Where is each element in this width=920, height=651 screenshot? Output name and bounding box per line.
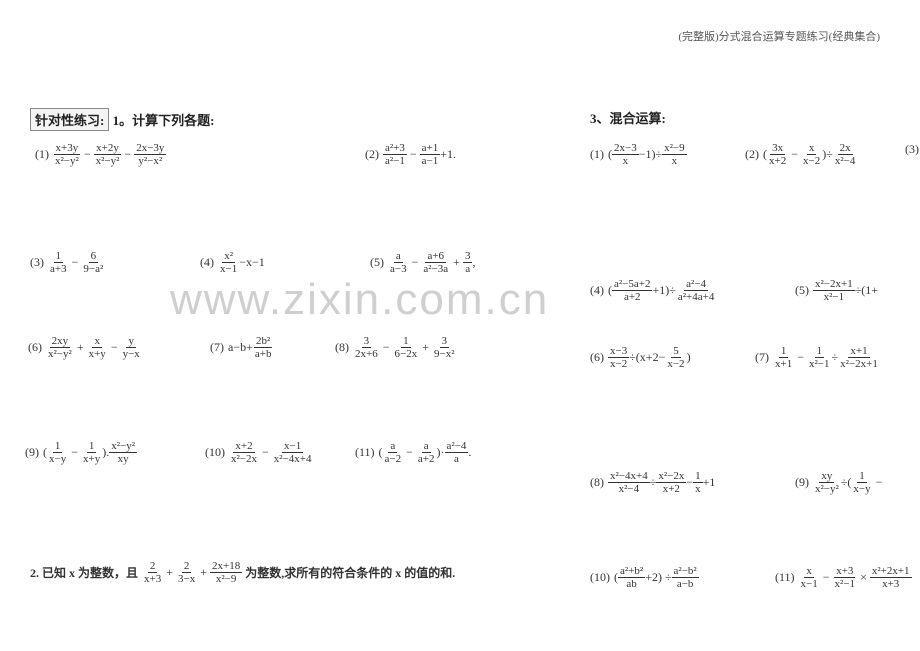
num-3-7: (7): [755, 350, 769, 365]
problem-1-3: (3) 1a+3 − 69−a²: [30, 250, 105, 275]
num-1-1: (1): [35, 147, 49, 162]
problem-3-11: (11) xx−1 − x+3x²−1 × x²+2x+1x+3: [775, 565, 912, 590]
section1-box: 针对性练习:: [30, 108, 109, 131]
problem-2: 2. 已知 x 为整数，且 2x+3 + 23−x + 2x+18x²−9 为整…: [30, 560, 455, 585]
problem-3-8: (8) x²−4x+4x²−4 ÷ x²−2xx+2 − 1x +1: [590, 470, 715, 495]
num-3-10: (10): [590, 570, 610, 585]
num-3-6: (6): [590, 350, 604, 365]
num-1-6: (6): [28, 340, 42, 355]
section3-title: 3、混合运算:: [590, 108, 666, 127]
num-3-3: (3): [905, 142, 919, 157]
problem-1-9: (9) ( 1x−y − 1x+y ). x²−y²xy: [25, 440, 137, 465]
problem-3-9: (9) xyx²−y² ÷( 1x−y −: [795, 470, 885, 495]
problem-3-2: (2) ( 3xx+2 − xx−2 )÷ 2xx²−4: [745, 142, 857, 167]
problem-3-4: (4) ( a²−5a+2a+2 +1)÷ a²−4a²+4a+4: [590, 278, 716, 303]
num-3-11: (11): [775, 570, 795, 585]
problem-1-11: (11) ( aa−2 − aa+2 )· a²−4a .: [355, 440, 471, 465]
watermark: www.zixin.com.cn: [170, 275, 549, 325]
section1-title: 针对性练习: 1。计算下列各题:: [30, 108, 214, 131]
problem-3-6: (6) x−3x−2 ÷(x+2− 5x−2 ): [590, 345, 691, 370]
problem-3-5: (5) x²−2x+1x²−1 ÷(1+: [795, 278, 878, 303]
num-3-4: (4): [590, 283, 604, 298]
q2-text: 2. 已知 x 为整数，且: [30, 564, 138, 581]
problem-1-6: (6) 2xyx²−y² + xx+y − yy−x: [28, 335, 142, 360]
num-3-1: (1): [590, 147, 604, 162]
num-3-5: (5): [795, 283, 809, 298]
num-1-11: (11): [355, 445, 375, 460]
problem-1-7: (7) a−b+ 2b²a+b: [210, 335, 273, 360]
num-1-7: (7): [210, 340, 224, 355]
num-3-2: (2): [745, 147, 759, 162]
problem-3-3: (3): [905, 142, 920, 157]
page-header: (完整版)分式混合运算专题练习(经典集合): [678, 28, 880, 44]
num-3-8: (8): [590, 475, 604, 490]
num-1-9: (9): [25, 445, 39, 460]
problem-1-8: (8) 32x+6 − 16−2x + 39−x²: [335, 335, 457, 360]
num-1-5: (5): [370, 255, 384, 270]
num-1-8: (8): [335, 340, 349, 355]
num-1-2: (2): [365, 147, 379, 162]
q2-tail: 为整数,求所有的符合条件的 x 的值的和.: [245, 564, 455, 581]
problem-1-5: (5) aa−3 − a+6a²−3a + 3a ,: [370, 250, 475, 275]
problem-3-1: (1) ( 2x−3x −1)÷ x²−9x: [590, 142, 687, 167]
problem-1-2: (2) a²+3a²−1 − a+1a−1 +1.: [365, 142, 456, 167]
problem-3-7: (7) 1x+1 − 1x²−1 ÷ x+1x²−2x+1: [755, 345, 880, 370]
problem-1-1: (1) x+3yx²−y² − x+2yx²−y² − 2x−3yy²−x²: [35, 142, 166, 167]
num-1-10: (10): [205, 445, 225, 460]
problem-3-10: (10) ( a²+b²ab +2) ÷ a²−b²a−b: [590, 565, 699, 590]
num-1-4: (4): [200, 255, 214, 270]
num-3-9: (9): [795, 475, 809, 490]
section1-text: 1。计算下列各题:: [113, 113, 215, 128]
problem-1-10: (10) x+2x²−2x − x−1x²−4x+4: [205, 440, 314, 465]
num-1-3: (3): [30, 255, 44, 270]
problem-1-4: (4) x²x−1 −x−1: [200, 250, 265, 275]
